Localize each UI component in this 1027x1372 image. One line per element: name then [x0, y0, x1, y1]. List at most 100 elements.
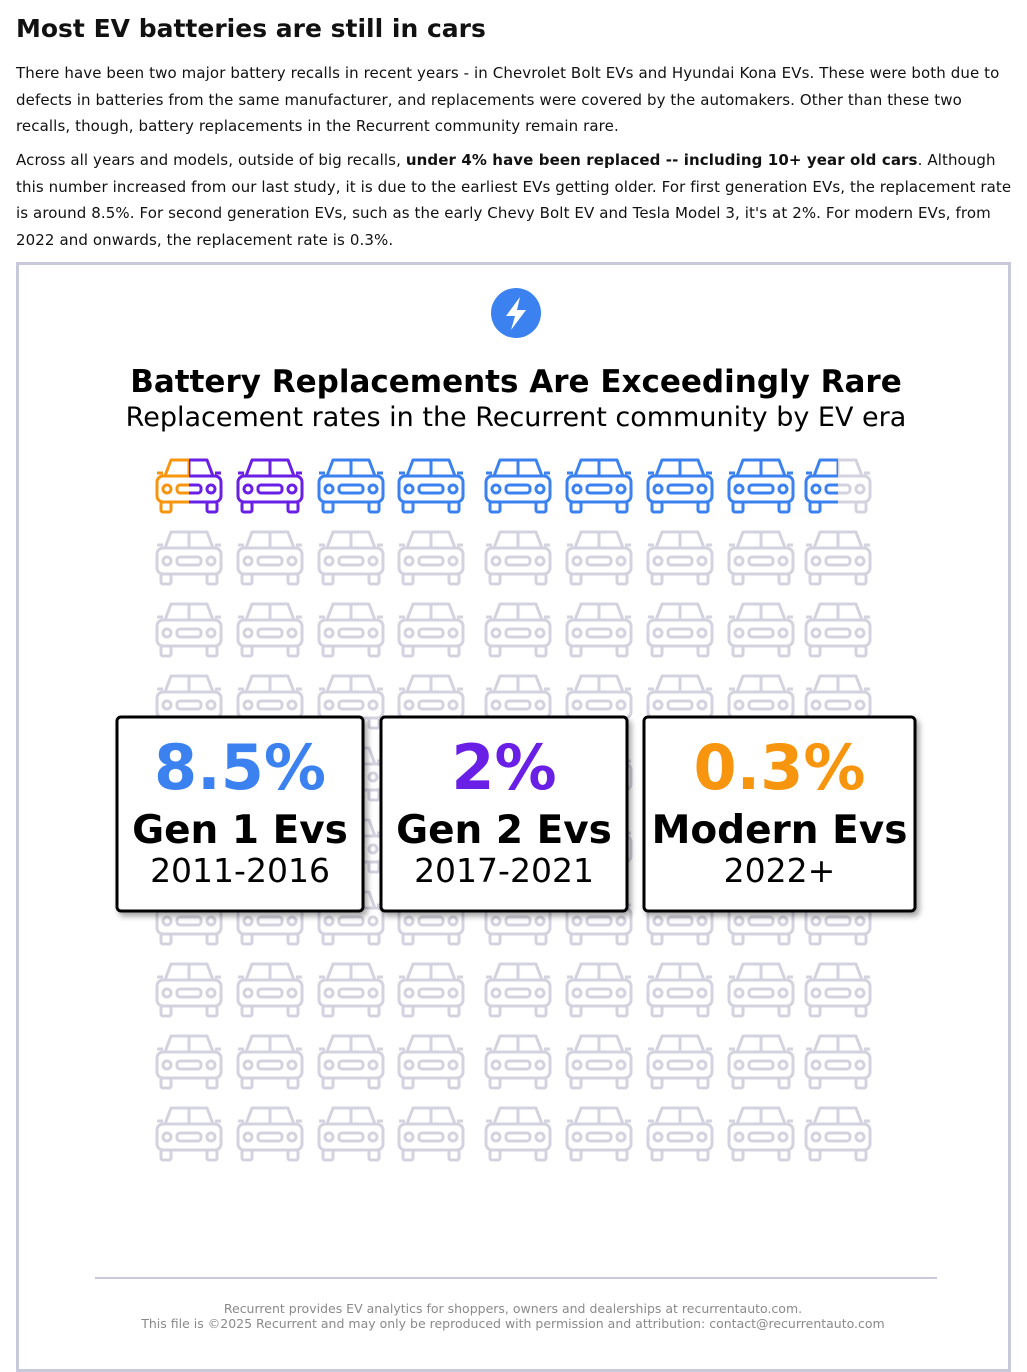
wheel — [615, 572, 629, 586]
wheel — [159, 572, 173, 586]
car-body — [155, 618, 223, 648]
wheel — [240, 1076, 254, 1090]
stat-years: 2011-2016 — [150, 851, 330, 890]
headlight — [854, 555, 866, 567]
headlight — [777, 627, 789, 639]
headlight — [854, 1059, 866, 1071]
wheel — [534, 1076, 548, 1090]
headlight — [242, 699, 254, 711]
car-icon — [727, 458, 795, 514]
grille — [417, 483, 445, 495]
car-body — [727, 474, 795, 504]
car-roof — [399, 1034, 463, 1053]
grille — [417, 699, 445, 711]
wheel — [286, 572, 300, 586]
grille — [747, 555, 775, 567]
wheel — [569, 1076, 583, 1090]
headlight — [490, 483, 502, 495]
headlight — [571, 555, 583, 567]
grille — [666, 555, 694, 567]
grille — [824, 483, 838, 495]
headlight — [447, 627, 459, 639]
car-body — [804, 1050, 872, 1080]
grille — [256, 1131, 284, 1143]
wheel — [696, 1076, 710, 1090]
wheel — [615, 932, 629, 946]
grille — [504, 1131, 532, 1143]
wheel — [159, 1076, 173, 1090]
stat-years: 2022+ — [724, 851, 836, 890]
wheel — [447, 1148, 461, 1162]
grille — [824, 555, 852, 567]
car-icon — [397, 458, 465, 514]
grille — [256, 627, 284, 639]
headlight — [571, 987, 583, 999]
wheel — [447, 572, 461, 586]
headlight — [490, 987, 502, 999]
car-icon — [565, 1106, 633, 1162]
wheel — [401, 500, 415, 514]
wheel — [240, 644, 254, 658]
paragraph: Across all years and models, outside of … — [16, 147, 1016, 253]
wheel — [696, 572, 710, 586]
wheel — [205, 644, 219, 658]
wheel — [367, 932, 381, 946]
paragraph: There have been two major battery recall… — [16, 64, 1000, 135]
car-icon — [838, 458, 872, 514]
car-roof — [238, 1034, 302, 1053]
car-body — [397, 474, 465, 504]
car-icon — [804, 1034, 872, 1090]
headlight — [447, 987, 459, 999]
car-icon — [565, 674, 633, 730]
wheel — [205, 500, 219, 514]
headlight — [323, 555, 335, 567]
grille — [585, 987, 613, 999]
headlight — [205, 483, 217, 495]
car-icon — [189, 458, 223, 514]
car-roof — [319, 530, 383, 549]
headlight — [205, 915, 217, 927]
wheel — [650, 932, 664, 946]
wheel — [854, 1148, 868, 1162]
car-roof — [399, 530, 463, 549]
car-body — [317, 1050, 385, 1080]
grille — [824, 987, 852, 999]
grille — [747, 627, 775, 639]
car-body — [646, 618, 714, 648]
bolt — [506, 297, 526, 330]
car-roof — [486, 602, 550, 621]
stat-value: 2% — [451, 731, 556, 804]
wheel — [240, 932, 254, 946]
car-icon — [565, 1034, 633, 1090]
car-icon — [397, 1034, 465, 1090]
headlight — [534, 699, 546, 711]
grille — [337, 627, 365, 639]
wheel — [650, 1076, 664, 1090]
headlight — [161, 987, 173, 999]
wheel — [731, 572, 745, 586]
wheel — [488, 1004, 502, 1018]
car-roof — [238, 602, 302, 621]
headlight — [367, 627, 379, 639]
grille — [666, 627, 694, 639]
grille — [504, 483, 532, 495]
wheel — [534, 500, 548, 514]
car-roof — [238, 1106, 302, 1125]
headlight — [403, 915, 415, 927]
headlight — [367, 1131, 379, 1143]
wheel — [286, 1148, 300, 1162]
headlight — [323, 483, 335, 495]
wheel — [447, 1004, 461, 1018]
headlight — [810, 483, 822, 495]
car-icon — [727, 602, 795, 658]
headlight — [810, 555, 822, 567]
headlight — [615, 1131, 627, 1143]
car-body — [317, 1122, 385, 1152]
car-roof — [729, 458, 793, 477]
car-body — [646, 546, 714, 576]
wheel — [650, 1004, 664, 1018]
grille — [337, 915, 365, 927]
headlight — [733, 699, 745, 711]
stat-card — [379, 715, 629, 913]
car-roof — [486, 674, 550, 693]
